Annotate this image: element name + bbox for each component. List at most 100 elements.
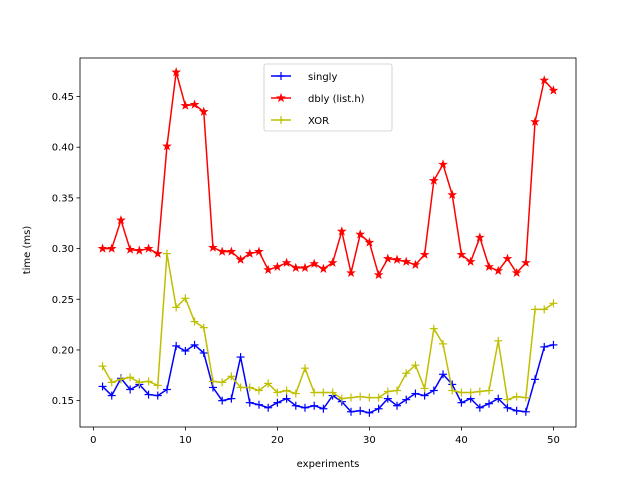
data-point xyxy=(162,249,171,258)
data-point xyxy=(364,237,375,247)
data-point xyxy=(235,254,246,264)
x-tick-label: 0 xyxy=(90,435,96,446)
data-point xyxy=(236,383,245,392)
data-point xyxy=(336,226,347,236)
x-axis-label: experiments xyxy=(297,459,360,470)
data-point xyxy=(392,254,402,264)
data-point xyxy=(172,303,181,312)
data-point xyxy=(273,398,282,407)
data-point xyxy=(411,389,420,398)
y-tick-label: 0.15 xyxy=(52,396,74,407)
data-point xyxy=(263,264,274,275)
data-point xyxy=(318,263,329,273)
data-point xyxy=(548,85,559,95)
data-point xyxy=(410,259,421,269)
data-point xyxy=(152,248,163,258)
data-point xyxy=(106,243,117,253)
legend-box xyxy=(263,63,393,132)
data-point xyxy=(503,403,512,412)
data-point xyxy=(319,388,328,397)
x-tick-label: 30 xyxy=(363,435,376,446)
data-point xyxy=(162,141,172,151)
data-point xyxy=(521,407,530,416)
data-point xyxy=(539,75,550,85)
data-point xyxy=(300,364,309,373)
data-point xyxy=(199,323,208,332)
data-point xyxy=(162,385,171,394)
data-point xyxy=(264,403,273,412)
data-point xyxy=(503,395,512,404)
data-point xyxy=(438,159,448,169)
legend-entry-3: XOR xyxy=(271,116,329,127)
y-tick-label: 0.40 xyxy=(52,143,74,154)
data-point xyxy=(319,404,328,413)
data-point xyxy=(511,267,522,278)
data-point xyxy=(448,386,457,395)
data-point xyxy=(245,383,254,392)
data-point xyxy=(365,408,374,417)
data-point xyxy=(171,67,182,77)
data-point xyxy=(428,175,439,185)
data-point xyxy=(419,249,430,259)
data-point xyxy=(356,392,365,401)
legend-marker xyxy=(277,116,285,124)
data-point xyxy=(457,398,466,407)
y-tick-label: 0.30 xyxy=(52,244,74,255)
y-tick-label: 0.20 xyxy=(52,345,74,356)
legend-label: dbly (list.h) xyxy=(308,94,365,105)
data-point xyxy=(475,387,484,396)
data-point xyxy=(365,393,374,402)
data-point xyxy=(125,244,136,254)
data-point xyxy=(465,256,476,266)
data-point xyxy=(282,386,291,395)
data-point xyxy=(98,362,107,371)
legend-entry-2: dbly (list.h) xyxy=(271,92,365,105)
data-point xyxy=(300,403,309,412)
legend-label: XOR xyxy=(308,116,329,127)
data-point xyxy=(198,106,209,116)
data-point xyxy=(549,340,558,349)
data-point xyxy=(273,388,282,397)
data-point xyxy=(282,394,291,403)
data-point xyxy=(107,378,116,387)
data-point xyxy=(254,400,263,409)
data-point xyxy=(457,388,466,397)
data-point xyxy=(272,261,283,271)
y-axis-label: time (ms) xyxy=(22,226,33,275)
data-point xyxy=(531,375,540,384)
legend-marker xyxy=(277,72,285,80)
data-point xyxy=(355,229,366,239)
data-point xyxy=(327,257,338,267)
data-point xyxy=(540,305,549,314)
data-point xyxy=(494,394,503,403)
data-point xyxy=(484,261,494,271)
y-tick-label: 0.25 xyxy=(52,295,74,306)
y-tick-label: 0.45 xyxy=(52,92,74,103)
data-point xyxy=(485,399,494,408)
data-point xyxy=(337,394,346,403)
data-point xyxy=(393,386,402,395)
series-line-2 xyxy=(102,71,555,276)
data-point xyxy=(346,267,356,278)
data-point xyxy=(153,391,162,400)
data-point xyxy=(254,386,263,395)
data-point xyxy=(374,393,383,402)
data-point xyxy=(180,100,191,110)
data-point xyxy=(218,378,227,387)
data-point xyxy=(181,294,190,303)
data-point xyxy=(466,388,475,397)
data-point xyxy=(393,401,402,410)
data-point xyxy=(116,375,125,384)
data-point xyxy=(116,215,126,225)
x-tick-label: 20 xyxy=(271,435,284,446)
plot-frame xyxy=(79,57,577,428)
data-point xyxy=(512,392,521,401)
data-point xyxy=(531,305,540,314)
data-point xyxy=(401,256,412,266)
data-point xyxy=(493,265,504,276)
series-layer xyxy=(97,67,559,417)
data-point xyxy=(328,388,337,397)
data-point xyxy=(244,248,255,258)
legend-marker xyxy=(276,92,286,103)
